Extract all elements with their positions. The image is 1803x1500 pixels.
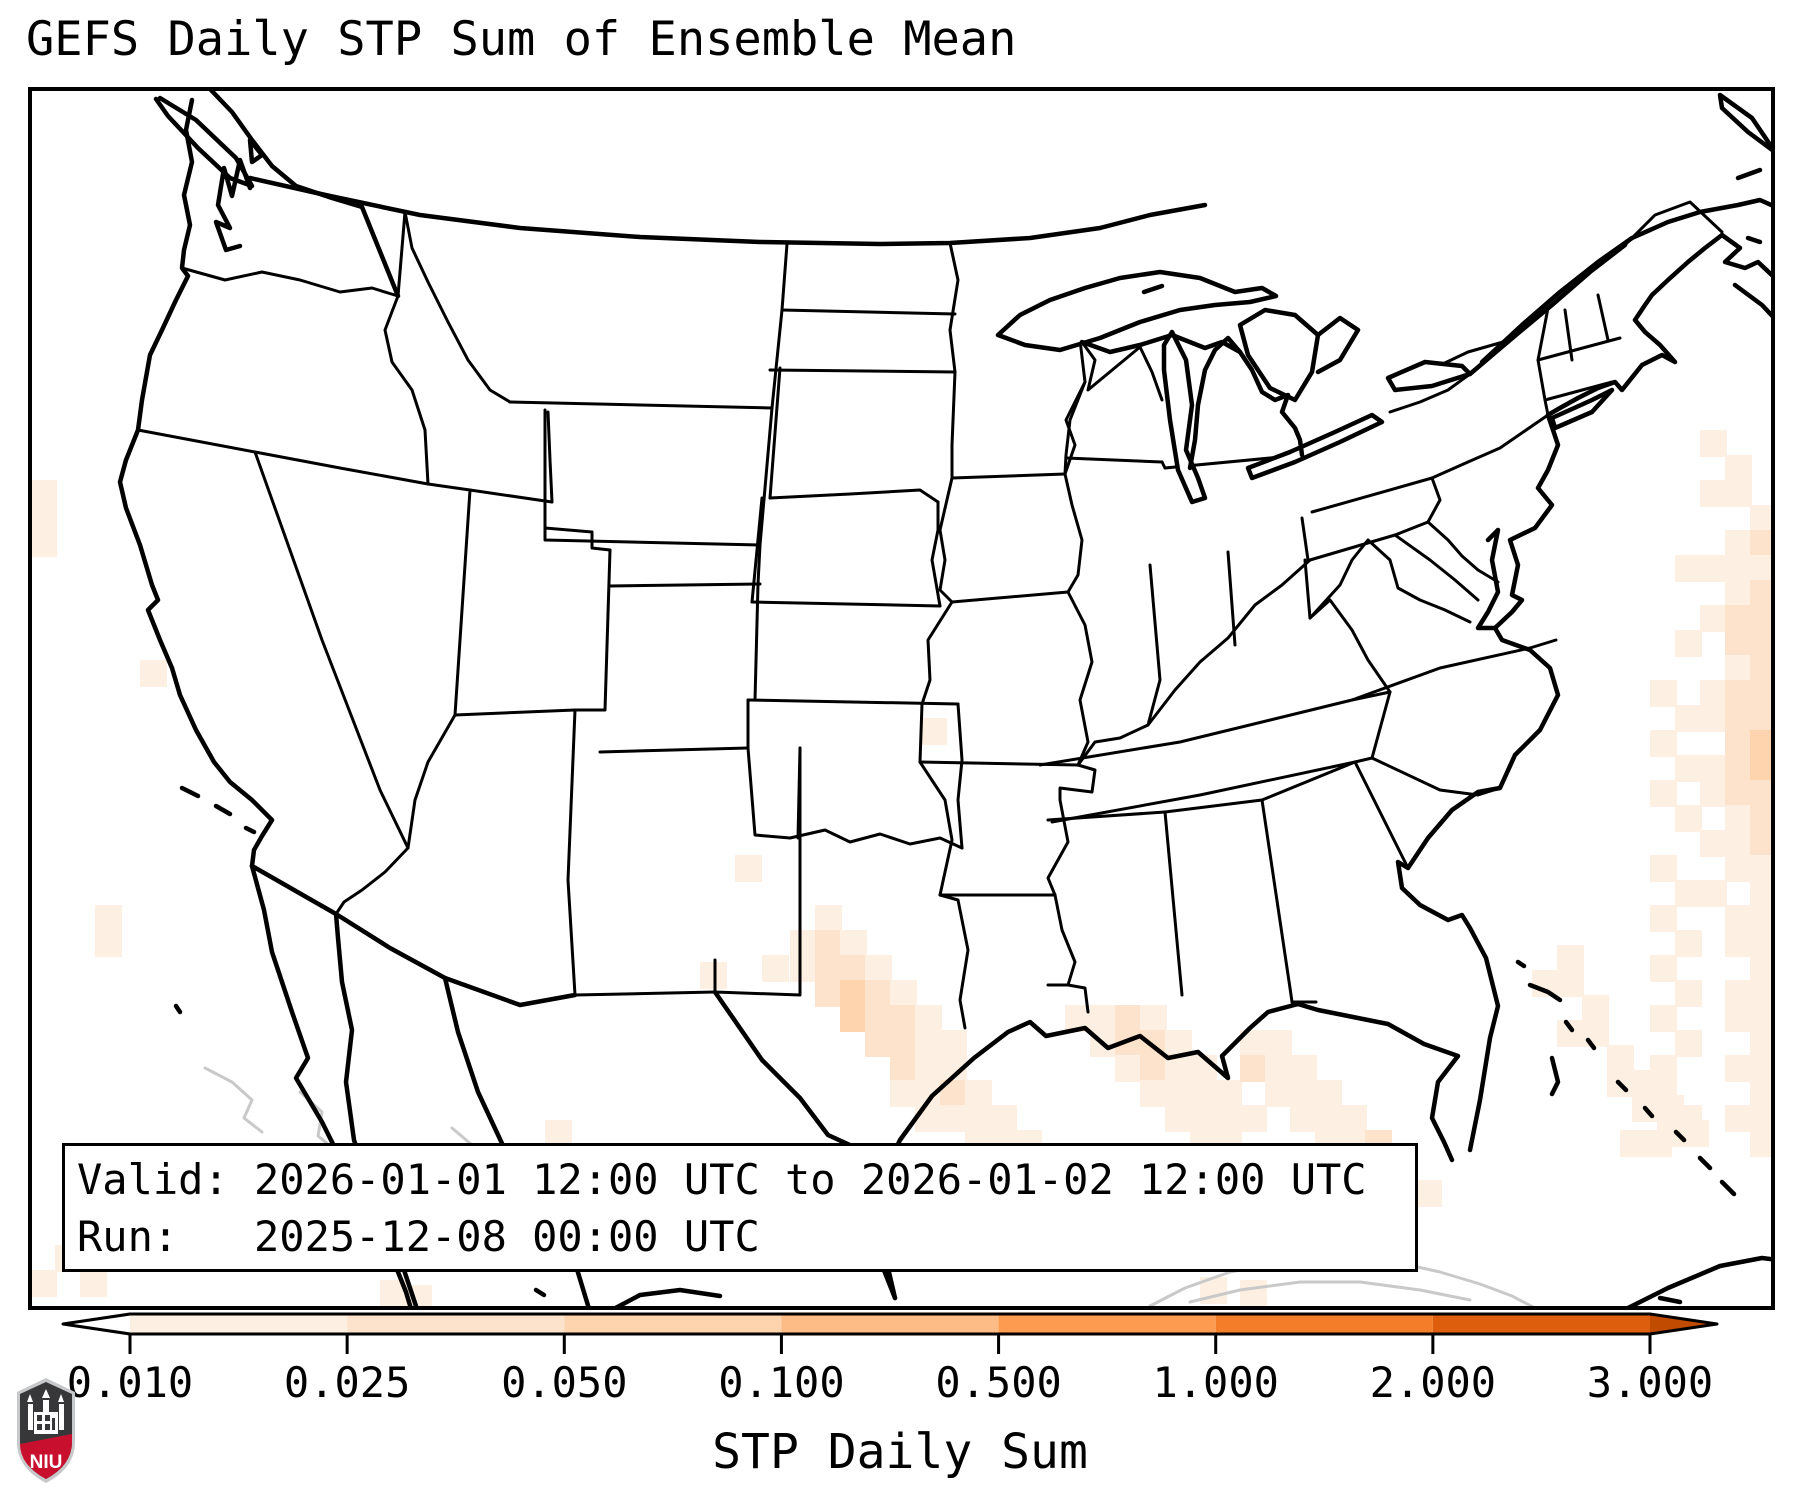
map-frame <box>28 87 1775 1310</box>
colorbar <box>61 1312 1719 1354</box>
niu-logo-text: NIU <box>30 1452 63 1473</box>
run-line: Run: 2025-12-08 00:00 UTC <box>77 1212 760 1261</box>
basemap <box>117 89 1773 1308</box>
colorbar-tick-label: 0.025 <box>283 1358 411 1407</box>
colorbar-axis-label: STP Daily Sum <box>712 1424 1088 1480</box>
valid-run-info-box: Valid: 2026-01-01 12:00 UTC to 2026-01-0… <box>62 1143 1418 1272</box>
stp-probability-patches <box>30 430 1773 1308</box>
niu-logo: NIU <box>17 1378 75 1483</box>
colorbar-tick-label: 0.500 <box>935 1358 1062 1407</box>
colorbar-tick-label: 3.000 <box>1586 1358 1714 1407</box>
niu-castle-icon <box>27 1389 64 1434</box>
colorbar-tick-label: 0.050 <box>501 1358 628 1407</box>
state-borders <box>136 200 1724 1030</box>
colorbar-tick-label: 0.100 <box>718 1358 845 1407</box>
niu-shield-band <box>20 1434 72 1479</box>
figure-title: GEFS Daily STP Sum of Ensemble Mean <box>26 12 1017 67</box>
valid-line: Valid: 2026-01-01 12:00 UTC to 2026-01-0… <box>77 1155 1367 1204</box>
colorbar-tick-label: 2.000 <box>1369 1358 1497 1407</box>
colorbar-tick-label: 1.000 <box>1152 1358 1279 1407</box>
colorbar-tick-label: 0.010 <box>66 1358 194 1407</box>
coastlines <box>117 89 1773 1308</box>
